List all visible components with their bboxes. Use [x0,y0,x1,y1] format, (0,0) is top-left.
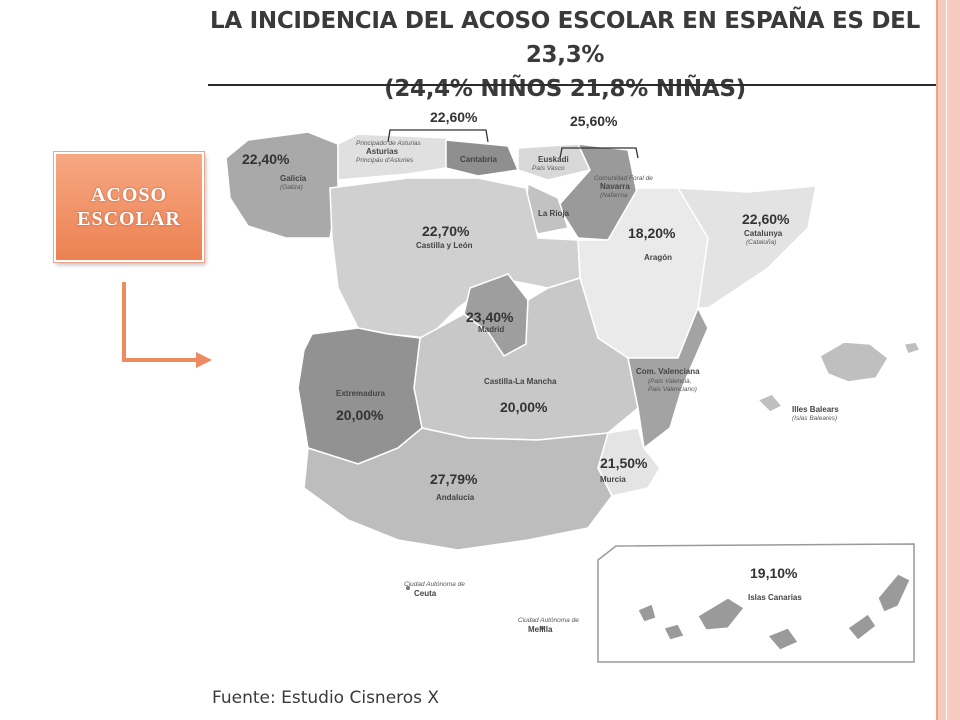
title-line-2: (24,4% NIÑOS 21,8% NIÑAS) [384,76,746,102]
andalucia-value: 27,79% [430,471,478,487]
navarra-sub: (Nafarroa [600,192,628,199]
region-canarias [637,573,911,651]
decorative-side-band [936,0,960,720]
region-baleares [756,341,922,413]
acoso-escolar-callout-box: ACOSO ESCOLAR [54,152,204,262]
slide-title: LA INCIDENCIA DEL ACOSO ESCOLAR EN ESPAÑ… [210,4,920,106]
valencia-sub: (País Valencià, [648,378,692,385]
euskadi-sub: País Vasco [532,165,565,172]
extremadura-name: Extremadura [336,389,385,398]
region-euskadi [517,143,592,181]
canarias-inset-frame [597,543,915,663]
castillaleon-name: Castilla y León [416,241,473,250]
navarra-name: Navarra [600,182,630,191]
spain-regions-map: 22,40% Galicia (Galiza) Principado de As… [225,109,922,663]
murcia-value: 21,50% [600,455,648,471]
region-navarra [557,143,639,241]
region-valencia [627,306,709,450]
aragon-value: 18,20% [628,225,676,241]
cantabria-name: Cantabria [460,155,497,164]
melilla-dot [540,626,544,630]
baleares-sub: (Islas Baleares) [792,415,837,422]
elbow-arrow-icon [122,282,212,368]
region-andalucia [303,427,613,551]
bracket-cornisa [387,129,489,143]
castillalamancha-name: Castilla-La Mancha [484,377,557,386]
ceuta-sub: Ciudad Autónoma de [404,581,465,588]
aragon-name: Aragón [644,253,672,262]
madrid-name: Madrid [478,325,504,334]
valencia-sub2: País Valenciano) [648,386,697,393]
castillaleon-value: 22,70% [422,223,470,239]
norte-value: 25,60% [570,113,618,129]
extremadura-value: 20,00% [336,407,384,423]
region-cataluna [676,185,817,309]
ceuta-dot [406,586,410,590]
asturias-sub: Principáu d'Asturies [356,157,414,164]
canarias-value: 19,10% [750,565,798,581]
larioja-name: La Rioja [538,209,570,218]
madrid-value: 23,40% [466,309,514,325]
cataluna-value: 22,60% [742,211,790,227]
euskadi-name: Euskadi [538,155,569,164]
melilla-sub: Ciudad Autónoma de [518,617,579,624]
castillalamancha-value: 20,00% [500,399,548,415]
canarias-name: Islas Canarias [748,593,802,602]
murcia-name: Murcia [600,475,626,484]
cornisa-value: 22,60% [430,109,478,125]
asturias-label: Asturias [366,147,399,156]
valencia-name: Com. Valenciana [636,367,700,376]
navarra-pre: Comunidad Foral de [594,175,653,182]
region-castillaleon [329,177,581,339]
cataluna-name: Catalunya [744,229,783,238]
andalucia-name: Andalucía [436,493,475,502]
callout-label: ACOSO ESCOLAR [77,184,181,230]
ceuta-name: Ceuta [414,589,437,598]
galicia-name: Galicia [280,174,307,183]
source-note: Fuente: Estudio Cisneros X [212,688,440,708]
galicia-sub: (Galiza) [280,184,303,191]
title-divider [208,84,936,86]
melilla-name: Melilla [528,625,553,634]
baleares-name: Illes Balears [792,405,839,414]
asturias-name: Principado de Asturias [356,140,422,147]
galicia-value: 22,40% [242,151,290,167]
bracket-norte [559,147,639,159]
cataluna-sub: (Cataluña) [746,239,776,246]
region-cantabria [445,139,520,177]
title-line-1: LA INCIDENCIA DEL ACOSO ESCOLAR EN ESPAÑ… [210,8,920,68]
